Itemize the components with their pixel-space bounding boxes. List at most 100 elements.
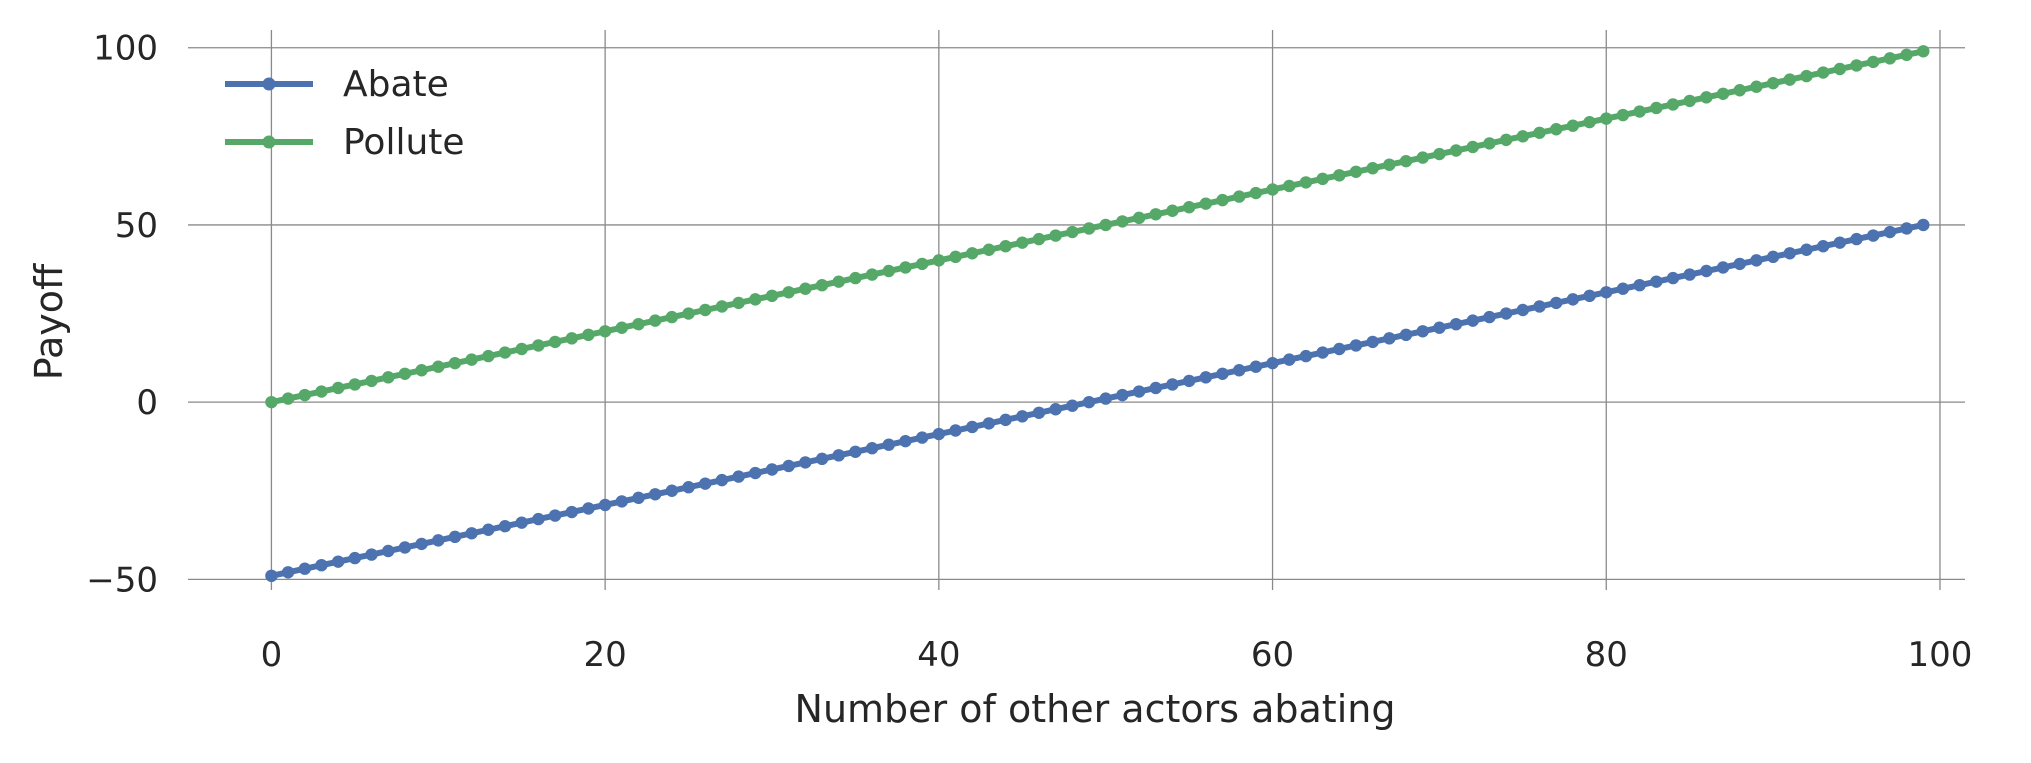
data-point-pollute xyxy=(1132,211,1146,225)
data-point-pollute xyxy=(932,254,946,267)
data-point-abate xyxy=(949,424,962,437)
data-point-pollute xyxy=(1766,76,1780,90)
data-point-pollute xyxy=(515,342,528,356)
data-point-pollute xyxy=(732,296,745,310)
data-point-pollute xyxy=(598,325,612,338)
data-point-pollute xyxy=(582,328,595,342)
data-point-abate xyxy=(1650,275,1663,288)
legend: Abate Pollute xyxy=(225,64,465,163)
data-point-pollute xyxy=(682,307,695,320)
data-point-abate xyxy=(1116,388,1129,402)
data-point-abate xyxy=(1800,243,1813,256)
data-point-pollute xyxy=(1449,144,1463,157)
data-point-abate xyxy=(448,530,462,544)
data-point-abate xyxy=(832,449,845,462)
data-point-pollute xyxy=(1099,218,1112,232)
x-tick-label: 40 xyxy=(917,635,960,675)
data-point-pollute xyxy=(1883,52,1897,65)
data-point-abate xyxy=(1182,374,1196,388)
data-point-abate xyxy=(465,527,478,540)
data-point-pollute xyxy=(382,371,395,384)
data-point-abate xyxy=(1566,293,1580,306)
data-point-abate xyxy=(765,463,779,476)
data-point-pollute xyxy=(1333,169,1346,182)
data-point-pollute xyxy=(1783,73,1797,86)
data-point-pollute xyxy=(1383,158,1396,171)
data-point-pollute xyxy=(999,240,1012,253)
data-point-abate xyxy=(1499,307,1513,320)
data-point-abate xyxy=(1533,300,1546,313)
data-point-abate xyxy=(699,477,712,490)
data-point-pollute xyxy=(1066,225,1079,239)
data-point-abate xyxy=(1416,325,1429,338)
data-point-abate xyxy=(1316,346,1329,359)
data-point-pollute xyxy=(298,388,311,402)
data-point-abate xyxy=(582,502,595,515)
data-point-abate xyxy=(1049,403,1062,416)
data-point-pollute xyxy=(665,310,679,324)
data-point-abate xyxy=(498,520,512,533)
data-point-abate xyxy=(1750,254,1763,267)
data-point-abate xyxy=(1099,392,1112,405)
data-point-pollute xyxy=(1683,94,1696,108)
data-point-pollute xyxy=(1850,59,1863,72)
data-point-abate xyxy=(1199,371,1213,384)
data-point-pollute xyxy=(465,353,478,366)
data-point-pollute xyxy=(849,271,862,285)
y-axis-label: Payoff xyxy=(27,263,71,380)
data-point-pollute xyxy=(1166,204,1179,217)
data-point-abate xyxy=(782,459,795,473)
data-point-abate xyxy=(415,537,428,551)
data-point-pollute xyxy=(1733,84,1746,97)
data-point-abate xyxy=(398,541,412,554)
data-point-abate xyxy=(1716,261,1730,274)
data-point-pollute xyxy=(1082,222,1096,235)
data-point-abate xyxy=(1132,385,1146,398)
data-point-abate xyxy=(615,495,629,508)
data-point-abate xyxy=(1666,271,1680,285)
data-point-pollute xyxy=(1149,208,1162,221)
data-point-pollute xyxy=(1867,55,1880,69)
data-point-abate xyxy=(648,488,662,501)
data-point-abate xyxy=(1266,356,1279,370)
data-point-pollute xyxy=(1349,165,1363,178)
data-point-abate xyxy=(1917,218,1930,232)
data-point-abate xyxy=(1783,247,1797,260)
data-point-pollute xyxy=(1716,87,1730,101)
data-point-abate xyxy=(865,442,879,455)
data-point-pollute xyxy=(1182,201,1196,214)
data-point-pollute xyxy=(1900,48,1913,62)
data-point-abate xyxy=(331,555,345,568)
data-point-abate xyxy=(548,509,562,522)
data-point-pollute xyxy=(348,378,362,391)
data-point-abate xyxy=(632,491,645,505)
data-point-pollute xyxy=(915,257,929,271)
data-point-pollute xyxy=(1533,126,1546,139)
data-point-abate xyxy=(532,512,545,526)
data-point-abate xyxy=(1516,303,1530,317)
data-point-abate xyxy=(598,498,612,512)
data-point-pollute xyxy=(1616,108,1630,122)
data-point-pollute xyxy=(1049,229,1062,242)
y-tick-label: −50 xyxy=(86,560,158,600)
data-point-abate xyxy=(749,466,762,480)
data-point-pollute xyxy=(699,303,712,317)
series-line-pollute xyxy=(270,48,1924,406)
series-layer xyxy=(265,45,1930,583)
data-point-pollute xyxy=(1583,115,1596,129)
data-point-pollute xyxy=(1266,183,1279,196)
data-point-abate xyxy=(1700,264,1713,278)
data-point-abate xyxy=(1283,353,1296,366)
data-point-abate xyxy=(849,445,862,458)
data-point-pollute xyxy=(432,360,445,373)
data-point-abate xyxy=(1433,321,1446,334)
data-point-pollute xyxy=(799,282,812,295)
data-point-abate xyxy=(1600,286,1613,299)
data-point-abate xyxy=(682,481,695,494)
x-tick-label: 80 xyxy=(1585,635,1628,675)
data-point-pollute xyxy=(1116,215,1129,228)
x-tick-label: 100 xyxy=(1908,635,1973,675)
data-point-abate xyxy=(1216,367,1229,380)
data-point-pollute xyxy=(315,385,328,398)
data-point-abate xyxy=(932,427,946,441)
